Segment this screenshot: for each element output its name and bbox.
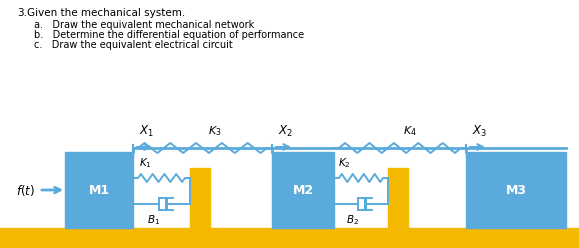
- Text: a.   Draw the equivalent mechanical network: a. Draw the equivalent mechanical networ…: [34, 20, 254, 30]
- Bar: [65, 152, 133, 228]
- Bar: [388, 168, 408, 228]
- Text: b.   Determine the differential equation of performance: b. Determine the differential equation o…: [34, 30, 304, 40]
- Bar: [466, 152, 566, 228]
- Text: 3.: 3.: [17, 8, 27, 18]
- Text: $K_4$: $K_4$: [403, 124, 417, 138]
- Text: $K_1$: $K_1$: [139, 156, 152, 170]
- Text: $X_1$: $X_1$: [139, 124, 154, 139]
- Text: M1: M1: [89, 184, 109, 196]
- Text: Given the mechanical system.: Given the mechanical system.: [27, 8, 185, 18]
- Text: $K_2$: $K_2$: [338, 156, 351, 170]
- Text: M3: M3: [505, 184, 526, 196]
- Text: M2: M2: [292, 184, 314, 196]
- Text: c.   Draw the equivalent electrical circuit: c. Draw the equivalent electrical circui…: [34, 40, 233, 50]
- Text: $X_3$: $X_3$: [472, 124, 487, 139]
- Text: $B_1$: $B_1$: [147, 213, 160, 227]
- Bar: [0, 228, 579, 248]
- Bar: [190, 168, 210, 228]
- Text: $f(t)$: $f(t)$: [16, 183, 35, 197]
- Text: $B_2$: $B_2$: [346, 213, 359, 227]
- Text: $K_3$: $K_3$: [208, 124, 221, 138]
- Bar: [272, 152, 334, 228]
- Text: $X_2$: $X_2$: [278, 124, 293, 139]
